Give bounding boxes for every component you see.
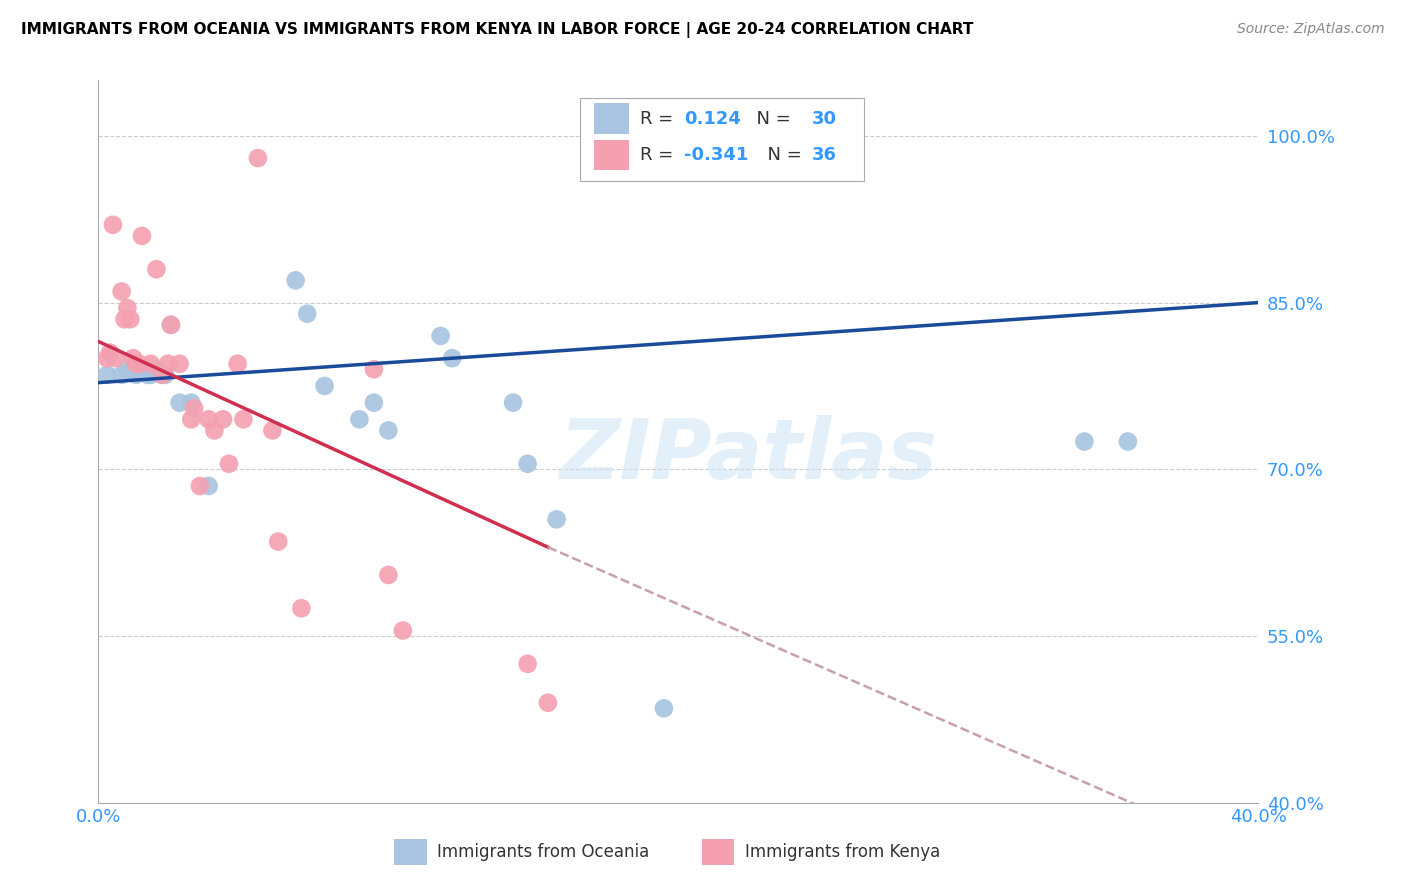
FancyBboxPatch shape: [579, 98, 863, 181]
FancyBboxPatch shape: [394, 838, 426, 865]
Point: [218, 457, 240, 471]
FancyBboxPatch shape: [702, 838, 734, 865]
Text: Immigrants from Oceania: Immigrants from Oceania: [437, 843, 650, 861]
Text: 0.124: 0.124: [685, 110, 741, 128]
Text: Immigrants from Kenya: Immigrants from Kenya: [745, 843, 939, 861]
Point: [169, 395, 191, 409]
Point: [377, 424, 399, 438]
Point: [284, 273, 307, 287]
Point: [290, 601, 312, 615]
Text: N =: N =: [745, 110, 796, 128]
FancyBboxPatch shape: [593, 103, 628, 134]
Point: [262, 424, 284, 438]
Point: [139, 357, 162, 371]
Point: [1073, 434, 1095, 449]
Point: [169, 357, 191, 371]
Point: [104, 351, 127, 366]
Point: [139, 368, 162, 382]
Point: [652, 701, 675, 715]
FancyBboxPatch shape: [593, 139, 628, 169]
Point: [363, 362, 385, 376]
Point: [160, 318, 183, 332]
Point: [157, 357, 180, 371]
Point: [429, 329, 451, 343]
Point: [96, 351, 118, 366]
Point: [117, 301, 139, 315]
Point: [246, 151, 269, 165]
Point: [349, 412, 371, 426]
Point: [153, 368, 176, 382]
Point: [188, 479, 211, 493]
Point: [150, 368, 173, 382]
Point: [111, 285, 132, 299]
Text: IMMIGRANTS FROM OCEANIA VS IMMIGRANTS FROM KENYA IN LABOR FORCE | AGE 20-24 CORR: IMMIGRANTS FROM OCEANIA VS IMMIGRANTS FR…: [21, 22, 973, 38]
Point: [145, 262, 167, 277]
Point: [148, 366, 170, 380]
Point: [98, 345, 121, 359]
Point: [537, 696, 560, 710]
Point: [96, 368, 118, 382]
Point: [180, 395, 202, 409]
Point: [122, 362, 145, 376]
Point: [212, 412, 235, 426]
Point: [122, 351, 145, 366]
Point: [197, 479, 219, 493]
Point: [363, 395, 385, 409]
Text: R =: R =: [640, 110, 679, 128]
Point: [114, 312, 136, 326]
Point: [232, 412, 254, 426]
Text: R =: R =: [640, 145, 679, 164]
Point: [131, 228, 153, 243]
Point: [314, 379, 336, 393]
Point: [297, 307, 319, 321]
Text: N =: N =: [756, 145, 807, 164]
Point: [1116, 434, 1139, 449]
Point: [145, 362, 167, 376]
Text: ZIPatlas: ZIPatlas: [560, 416, 936, 497]
Text: -0.341: -0.341: [685, 145, 748, 164]
Point: [180, 412, 202, 426]
Point: [377, 568, 399, 582]
Point: [226, 357, 249, 371]
Point: [136, 368, 159, 382]
Point: [516, 457, 538, 471]
Point: [111, 368, 132, 382]
Point: [392, 624, 415, 638]
Point: [117, 362, 139, 376]
Point: [150, 368, 173, 382]
Point: [128, 357, 150, 371]
Text: Source: ZipAtlas.com: Source: ZipAtlas.com: [1237, 22, 1385, 37]
Point: [197, 412, 219, 426]
Point: [125, 357, 148, 371]
Point: [502, 395, 524, 409]
Point: [131, 362, 153, 376]
Text: 30: 30: [811, 110, 837, 128]
Point: [183, 401, 205, 416]
Point: [160, 318, 183, 332]
Text: 36: 36: [811, 145, 837, 164]
Point: [546, 512, 568, 526]
Point: [516, 657, 538, 671]
Point: [101, 218, 124, 232]
Point: [120, 312, 142, 326]
Point: [204, 424, 226, 438]
Point: [441, 351, 464, 366]
Point: [267, 534, 290, 549]
Point: [125, 368, 148, 382]
